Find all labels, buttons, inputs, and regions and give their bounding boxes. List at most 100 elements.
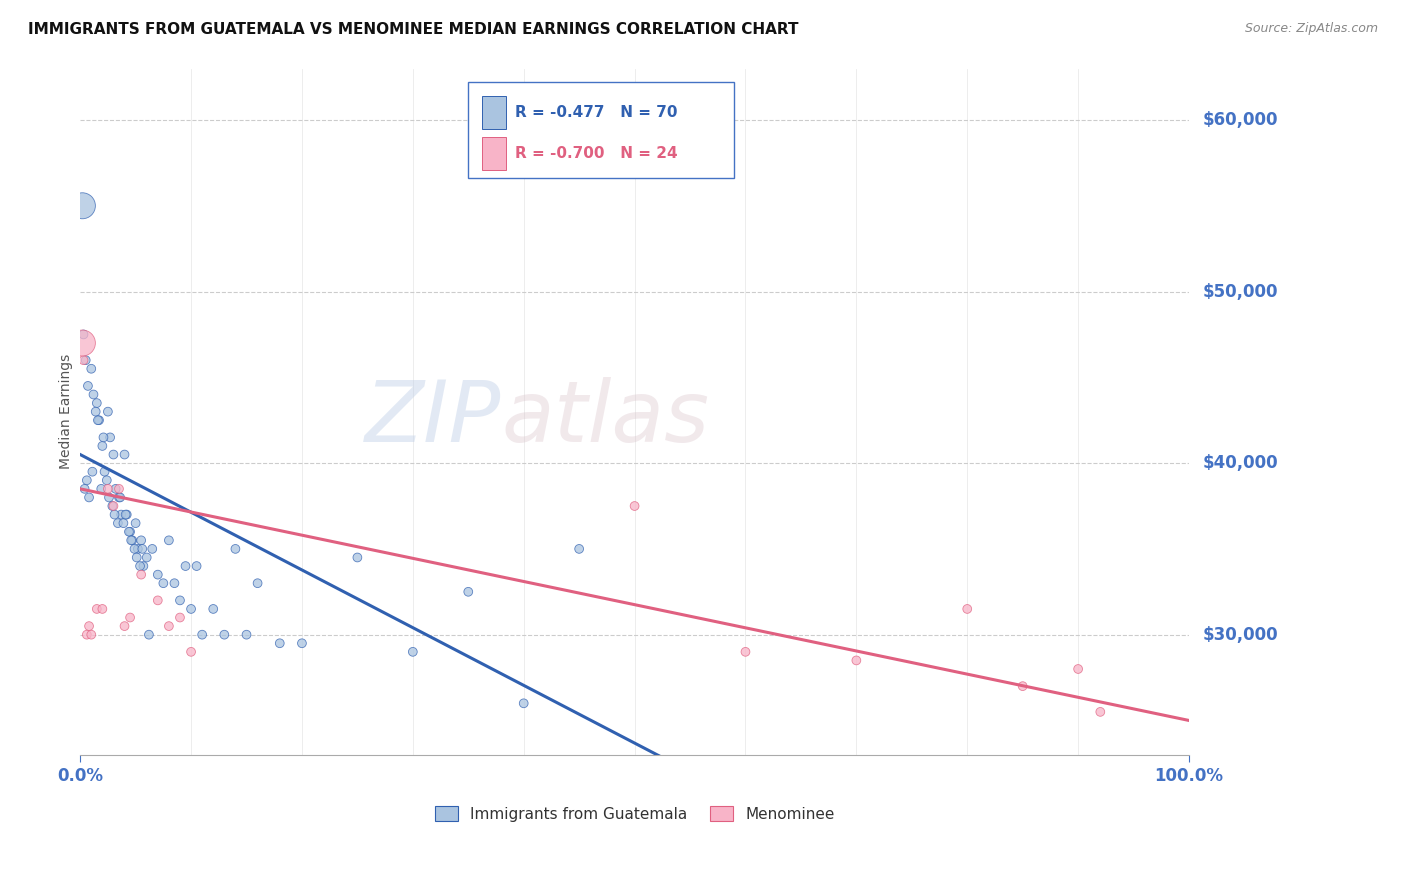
Point	[114, 619, 136, 633]
Point	[1090, 705, 1112, 719]
Text: $60,000: $60,000	[1204, 111, 1278, 129]
Point	[191, 628, 214, 642]
Point	[402, 645, 425, 659]
Point	[86, 602, 108, 616]
Point	[73, 482, 96, 496]
Text: $40,000: $40,000	[1204, 454, 1278, 472]
Point	[91, 602, 114, 616]
Point	[87, 413, 110, 427]
Point	[80, 361, 103, 376]
Point	[224, 541, 246, 556]
Point	[97, 482, 120, 496]
Point	[103, 508, 125, 522]
Point	[1067, 662, 1090, 676]
Point	[1011, 679, 1033, 693]
Point	[86, 396, 108, 410]
Point	[623, 499, 645, 513]
Point	[180, 645, 202, 659]
Point	[235, 628, 257, 642]
Point	[121, 533, 143, 548]
Point	[129, 533, 152, 548]
Point	[72, 199, 94, 213]
Text: ZIP: ZIP	[366, 377, 502, 460]
Point	[98, 491, 121, 505]
Point	[77, 491, 100, 505]
Point	[93, 465, 115, 479]
Point	[568, 541, 591, 556]
Point	[246, 576, 269, 591]
Point	[124, 541, 146, 556]
Point	[129, 559, 152, 574]
Point	[146, 593, 169, 607]
Point	[77, 619, 100, 633]
Point	[76, 628, 98, 642]
Point	[845, 653, 868, 667]
Point	[131, 541, 153, 556]
Point	[72, 336, 94, 351]
Point	[77, 379, 100, 393]
Point	[108, 491, 131, 505]
Point	[87, 413, 110, 427]
Text: Source: ZipAtlas.com: Source: ZipAtlas.com	[1244, 22, 1378, 36]
Point	[108, 491, 131, 505]
Text: IMMIGRANTS FROM GUATEMALA VS MENOMINEE MEDIAN EARNINGS CORRELATION CHART: IMMIGRANTS FROM GUATEMALA VS MENOMINEE M…	[28, 22, 799, 37]
Point	[174, 559, 197, 574]
Point	[956, 602, 979, 616]
Point	[291, 636, 314, 650]
Point	[157, 619, 180, 633]
Point	[96, 473, 118, 487]
Point	[512, 696, 534, 710]
Point	[82, 465, 104, 479]
Point	[110, 508, 132, 522]
Point	[114, 508, 136, 522]
FancyBboxPatch shape	[482, 137, 506, 170]
Point	[91, 439, 114, 453]
Text: R = -0.700   N = 24: R = -0.700 N = 24	[515, 146, 678, 161]
Point	[120, 524, 142, 539]
Point	[127, 541, 149, 556]
Point	[103, 499, 125, 513]
Point	[72, 327, 94, 342]
Point	[124, 516, 146, 531]
Point	[80, 628, 103, 642]
Point	[98, 430, 121, 444]
Point	[76, 473, 98, 487]
Point	[108, 482, 131, 496]
Point	[90, 482, 112, 496]
Point	[93, 430, 115, 444]
Text: R = -0.477   N = 70: R = -0.477 N = 70	[515, 105, 678, 120]
Point	[186, 559, 208, 574]
Point	[104, 482, 127, 496]
Point	[138, 628, 160, 642]
Point	[146, 567, 169, 582]
Text: $50,000: $50,000	[1204, 283, 1278, 301]
Point	[180, 602, 202, 616]
Point	[115, 508, 138, 522]
Point	[169, 593, 191, 607]
Y-axis label: Median Earnings: Median Earnings	[59, 354, 73, 469]
Point	[120, 610, 142, 624]
FancyBboxPatch shape	[482, 96, 506, 129]
Point	[346, 550, 368, 565]
Point	[75, 353, 97, 368]
Point	[112, 516, 135, 531]
Text: atlas: atlas	[502, 377, 710, 460]
Point	[120, 533, 142, 548]
Point	[135, 550, 157, 565]
Point	[157, 533, 180, 548]
Legend: Immigrants from Guatemala, Menominee: Immigrants from Guatemala, Menominee	[429, 800, 841, 828]
Text: $30,000: $30,000	[1204, 625, 1278, 644]
Point	[129, 567, 152, 582]
FancyBboxPatch shape	[468, 82, 734, 178]
Point	[72, 353, 94, 368]
Point	[269, 636, 291, 650]
Point	[163, 576, 186, 591]
Point	[118, 524, 141, 539]
Point	[107, 516, 129, 531]
Point	[214, 628, 236, 642]
Point	[84, 404, 107, 418]
Point	[97, 404, 120, 418]
Point	[457, 584, 479, 599]
Point	[132, 559, 155, 574]
Point	[152, 576, 174, 591]
